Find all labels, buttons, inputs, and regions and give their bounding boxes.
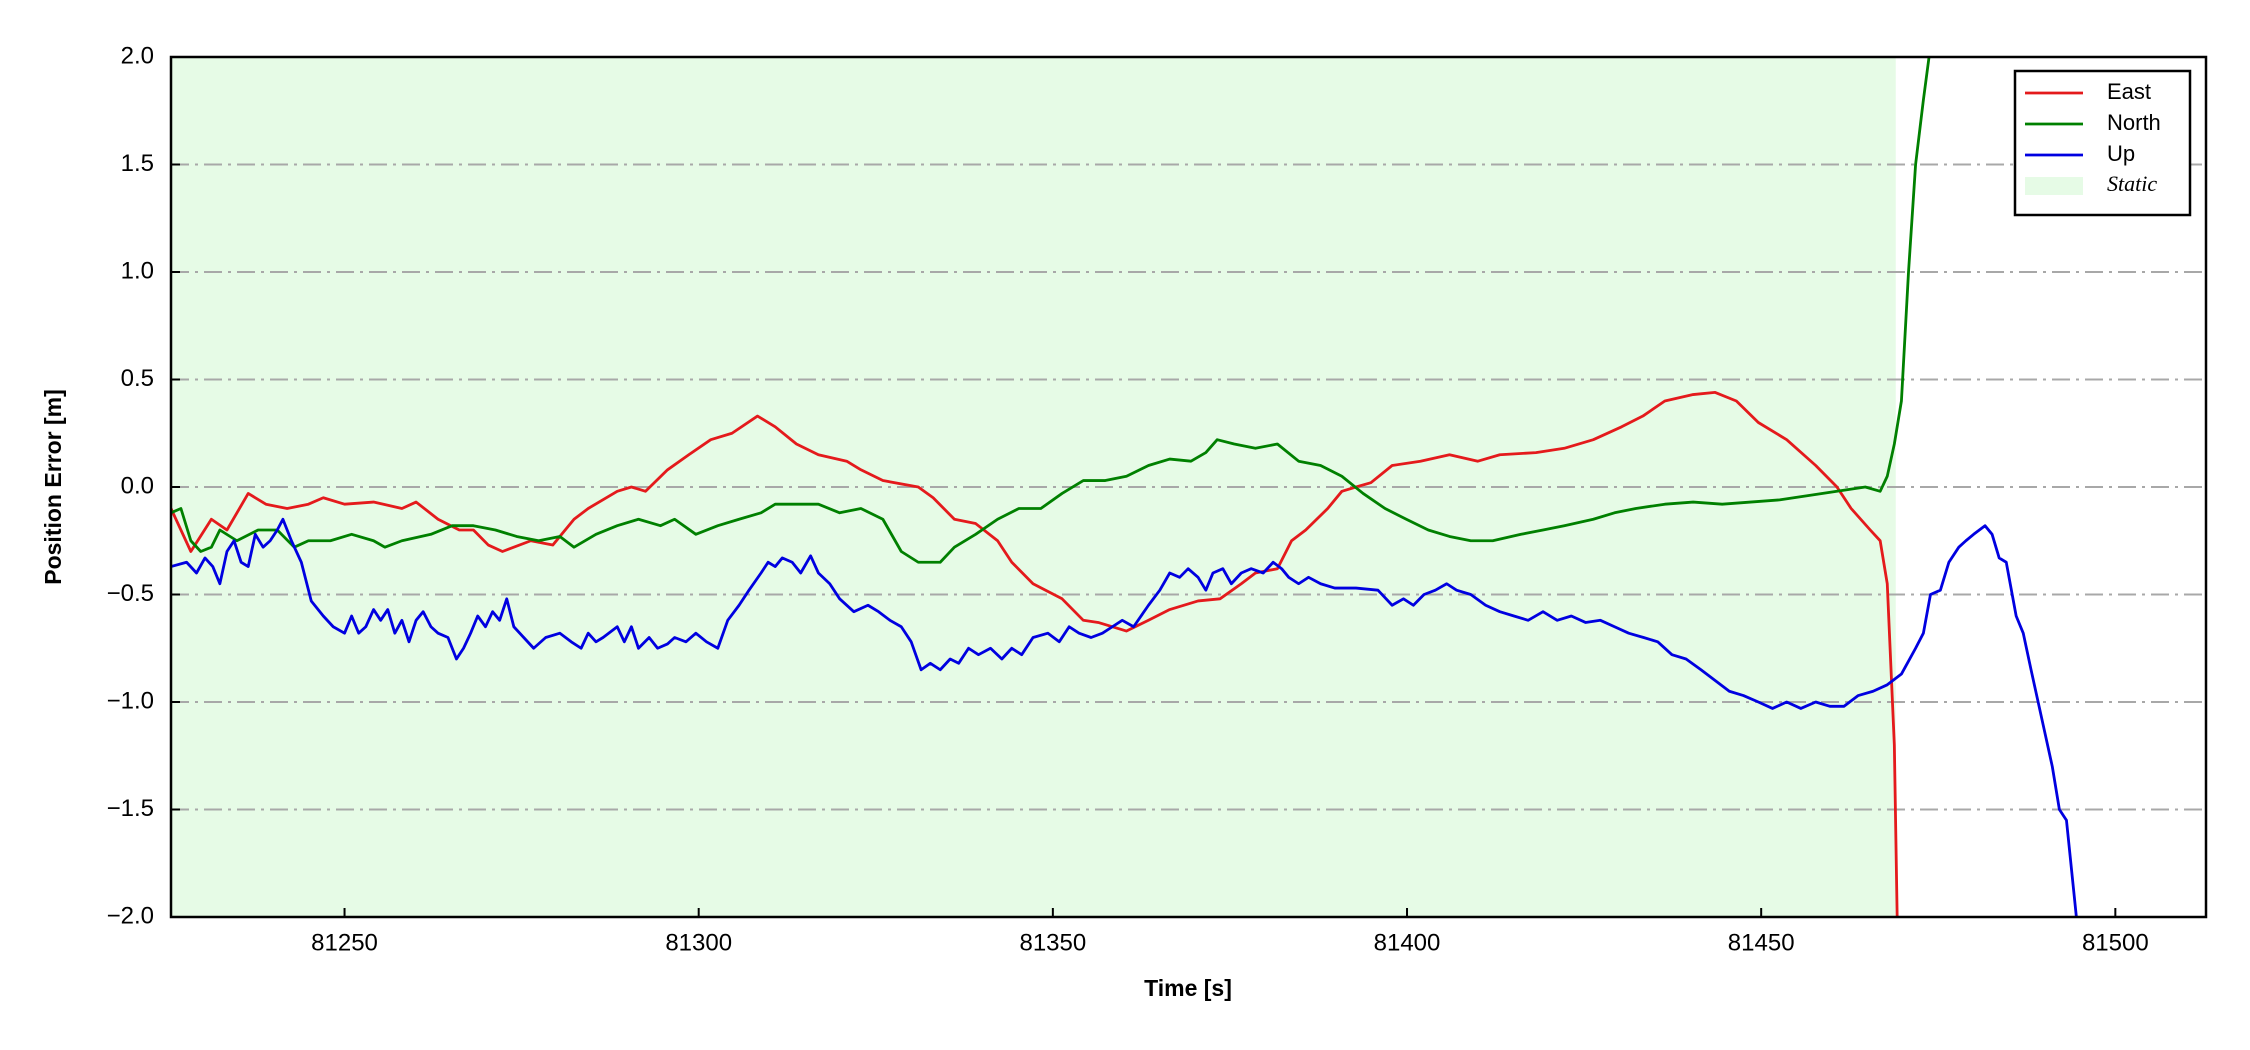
- x-tick-label: 81500: [2082, 929, 2149, 956]
- x-tick-label: 81450: [1728, 929, 1795, 956]
- legend-label: East: [2107, 79, 2151, 104]
- y-axis-label: Position Error [m]: [40, 389, 66, 585]
- legend-label: North: [2107, 110, 2161, 135]
- x-tick-label: 81400: [1374, 929, 1441, 956]
- y-tick-label: 1.5: [121, 150, 154, 177]
- x-tick-label: 81350: [1019, 929, 1086, 956]
- x-tick-label: 81300: [665, 929, 732, 956]
- y-tick-label: −2.0: [107, 902, 154, 929]
- series-line: [171, 517, 2078, 917]
- x-axis-label: Time [s]: [1144, 975, 1232, 1001]
- legend-swatch: [2025, 177, 2083, 195]
- plot-lines: [171, 57, 2078, 917]
- y-tick-label: 0.0: [121, 472, 154, 499]
- axes: −2.0 −1.5 −1.0 −0.5 0.0 0.5 1.0 1.5 2.0 81250 8130…: [107, 42, 2149, 956]
- y-tick-label: 1.0: [121, 257, 154, 284]
- series-line: [171, 391, 1899, 917]
- legend: East North Up Static: [2013, 69, 2192, 217]
- series-line: [171, 57, 1931, 564]
- y-tick-label: −1.0: [107, 687, 154, 714]
- legend-label: Static: [2107, 171, 2157, 196]
- y-tick-label: −1.5: [107, 795, 154, 822]
- x-tick-label: 81250: [311, 929, 378, 956]
- legend-label: Up: [2107, 141, 2135, 166]
- y-tick-label: 0.5: [121, 365, 154, 392]
- y-tick-label: −0.5: [107, 580, 154, 607]
- y-tick-label: 2.0: [121, 42, 154, 69]
